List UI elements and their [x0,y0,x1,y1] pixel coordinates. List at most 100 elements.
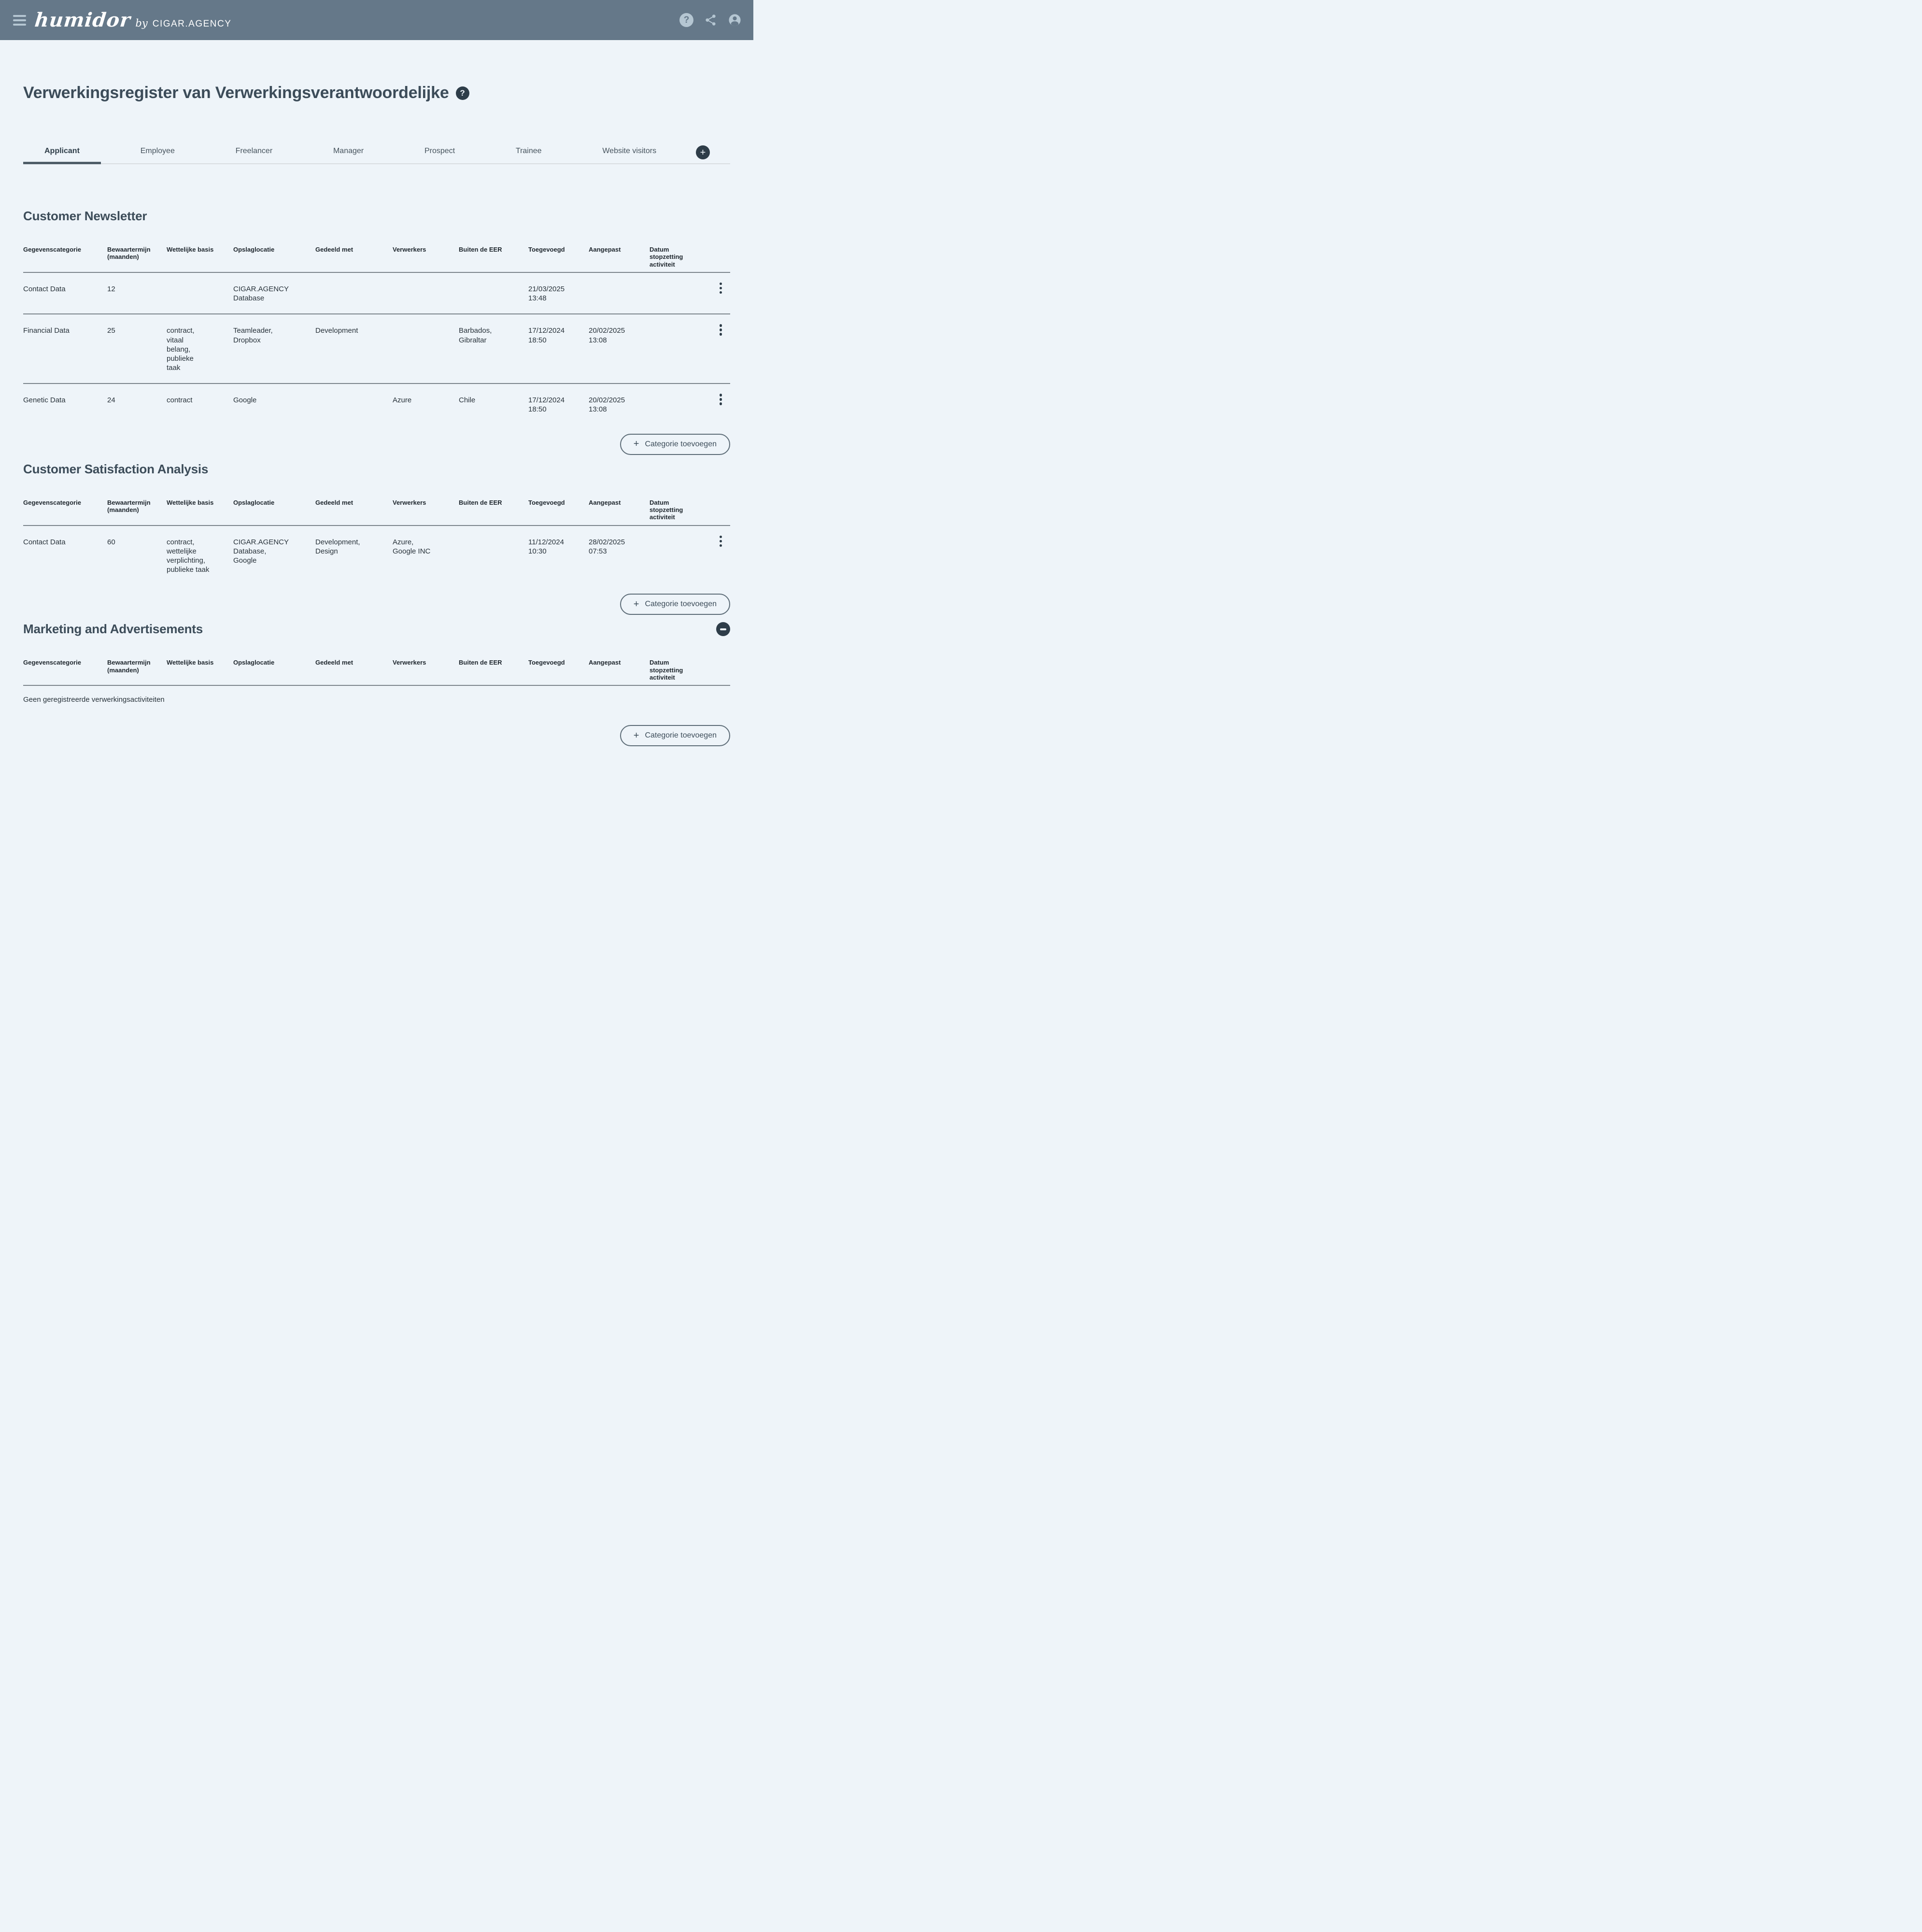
add-category-button[interactable]: + Categorie toevoegen [620,433,730,455]
main-content: Verwerkingsregister van Verwerkingsveran… [0,84,753,747]
column-header: Gedeeld met [315,498,353,506]
help-button[interactable]: ? [679,13,693,27]
page-title-row: Verwerkingsregister van Verwerkingsveran… [23,84,730,102]
collapse-section-button[interactable] [716,622,730,637]
add-tab-button[interactable]: + [695,145,710,159]
column-header: Opslaglocatie [233,246,275,253]
section-customer-satisfaction-analysis: Customer Satisfaction Analysis Gegevensca… [23,462,730,615]
column-header: Wettelijke basis [167,659,214,667]
tab-prospect[interactable]: Prospect [424,147,455,155]
add-category-label: Categorie toevoegen [645,440,717,448]
section-title: Customer Newsletter [23,209,147,223]
topbar-actions: ? [679,13,742,27]
account-button[interactable] [728,13,742,27]
column-header: Gedeeld met [315,659,353,667]
section-heading-row: Marketing and Advertisements [23,622,730,637]
column-header: Opslaglocatie [233,659,275,667]
table-cell: 25 [107,327,115,335]
plus-icon: + [700,147,706,158]
table-cell: Development [315,327,358,335]
row-actions [711,393,730,414]
app-logo[interactable]: humidor by CIGAR.AGENCY [33,9,232,31]
column-header: Verwerkers [393,498,426,506]
page-help-button[interactable]: ? [455,86,469,100]
tab-trainee[interactable]: Trainee [515,147,542,155]
table-cell: Chile [459,396,476,405]
tab-employee[interactable]: Employee [140,147,175,155]
table-cell [393,284,459,303]
column-header: Toegevoegd [528,498,565,506]
logo-brand-text: CIGAR.AGENCY [152,19,232,29]
column-header: Buiten de EER [459,498,502,506]
table-row: Contact Data 60 contract, wettelijke verplic… [23,526,730,585]
column-header: Bewaartermijn (maanden) [107,246,151,261]
column-header: Opslaglocatie [233,498,275,506]
add-category-row: + Categorie toevoegen [23,725,730,747]
column-header: Wettelijke basis [167,246,214,253]
table-cell: 60 [107,538,115,546]
empty-state-text: Geen geregistreerde verwerkingsactivitei… [23,696,165,704]
column-header: Datum stopzetting activiteit [650,498,683,521]
logo-script-text: humidor [33,9,132,31]
row-actions [711,282,730,303]
table-cell [650,326,711,372]
row-menu-button[interactable] [717,323,725,337]
menu-icon[interactable] [13,14,26,26]
table-cell: Azure, Google INC [393,538,431,555]
table-cell [167,284,233,303]
table-cell [315,284,393,303]
kebab-menu-icon [719,324,722,336]
column-header: Aangepast [589,659,621,667]
column-header: Datum stopzetting activiteit [650,246,683,268]
row-actions [711,535,730,575]
row-menu-button[interactable] [717,282,725,295]
tab-manager[interactable]: Manager [333,147,364,155]
column-header: Aangepast [589,498,621,506]
table-cell: contract, vitaal belang, publieke taak [167,327,195,372]
table-header-row: Gegevenscategorie Bewaartermijn (maanden) W… [23,246,730,273]
column-header: Buiten de EER [459,659,502,667]
table-row: Contact Data 12 CIGAR.AGENCY Database 21/03/… [23,273,730,315]
plus-icon: + [633,730,639,741]
tab-applicant[interactable]: Applicant [23,147,101,164]
tab-website-visitors[interactable]: Website visitors [602,147,657,155]
column-header: Aangepast [589,246,621,253]
table-cell: Contact Data [23,284,66,293]
table-cell [650,284,711,303]
column-header-actions [711,246,730,268]
column-header: Toegevoegd [528,659,565,667]
table-cell [315,396,393,414]
account-icon [729,14,741,26]
table-cell: 12 [107,284,115,293]
table-cell [393,326,459,372]
column-header: Gegevenscategorie [23,246,81,253]
table-cell: 20/02/2025 13:08 [589,327,625,344]
tab-freelancer[interactable]: Freelancer [235,147,273,155]
row-menu-button[interactable] [717,535,725,548]
table-cell: Azure [393,396,412,405]
section-marketing-and-advertisements: Marketing and Advertisements Gegevenscate… [23,622,730,747]
table-cell: Barbados, Gibraltar [459,327,492,344]
category-tabs: Applicant Employee Freelancer Manager Prospe… [23,139,730,164]
table-cell: Teamleader, Dropbox [233,327,273,344]
column-header: Bewaartermijn (maanden) [107,659,151,674]
table-cell: CIGAR.AGENCY Database [233,284,289,303]
row-menu-button[interactable] [717,393,725,406]
column-header: Gegevenscategorie [23,498,81,506]
table-row: Financial Data 25 contract, vitaal belang, pu… [23,314,730,384]
table-cell [650,538,711,575]
kebab-menu-icon [719,394,722,405]
table-cell: 28/02/2025 07:53 [589,538,625,555]
add-category-button[interactable]: + Categorie toevoegen [620,594,730,615]
column-header: Gedeeld met [315,246,353,253]
share-button[interactable] [704,14,717,27]
share-icon [706,14,716,26]
add-category-button[interactable]: + Categorie toevoegen [620,725,730,747]
table-cell [459,538,528,575]
table-cell: Financial Data [23,327,70,335]
table-cell: CIGAR.AGENCY Database, Google [233,538,289,565]
add-category-label: Categorie toevoegen [645,600,717,609]
column-header: Verwerkers [393,659,426,667]
minus-icon [720,628,726,630]
row-actions [711,323,730,372]
